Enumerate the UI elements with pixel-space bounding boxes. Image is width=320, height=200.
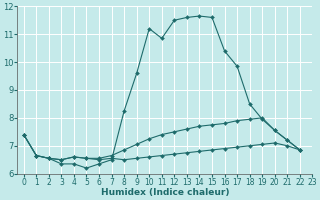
X-axis label: Humidex (Indice chaleur): Humidex (Indice chaleur) — [101, 188, 229, 197]
